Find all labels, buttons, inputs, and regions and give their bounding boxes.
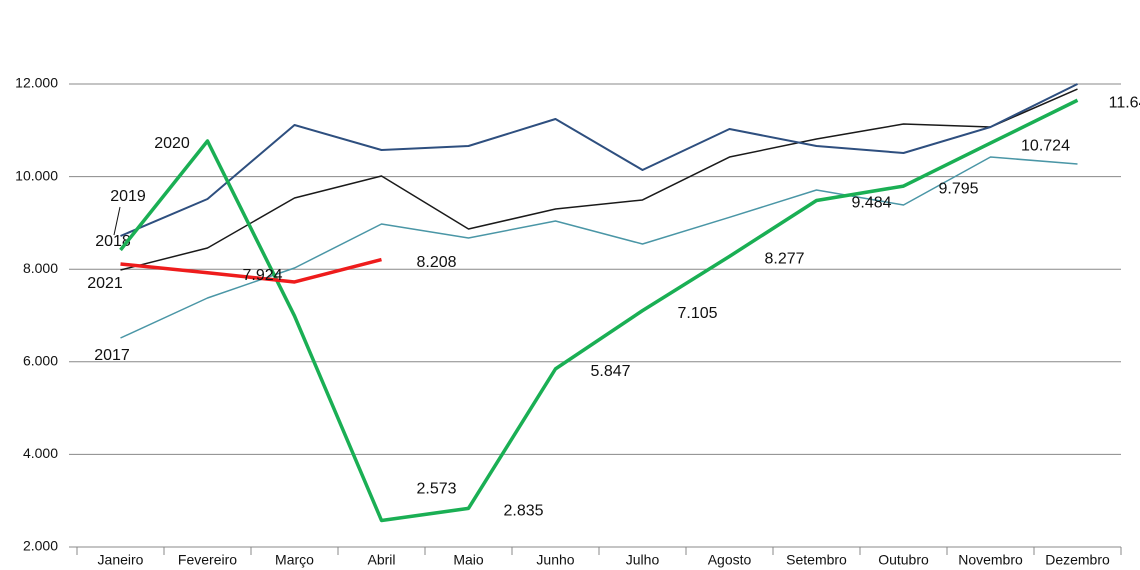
- value-label: 8.208: [416, 254, 456, 271]
- x-tick-label: Outubro: [878, 552, 929, 568]
- x-tick-label: Junho: [536, 552, 574, 568]
- y-tick-label: 10.000: [15, 167, 58, 183]
- x-tick-label: Janeiro: [98, 552, 144, 568]
- y-tick-label: 2.000: [23, 538, 58, 554]
- value-label: 2.573: [416, 481, 456, 498]
- series-line: [119, 98, 1079, 523]
- x-tick-label: Fevereiro: [178, 552, 237, 568]
- value-label: 7.105: [677, 305, 717, 322]
- series-label: 2021: [87, 275, 123, 292]
- series-line: [120, 88, 1078, 271]
- x-tick-label: Novembro: [958, 552, 1023, 568]
- leader-line: [113, 206, 121, 236]
- y-tick-label: 8.000: [23, 260, 58, 276]
- x-tick-label: Março: [275, 552, 314, 568]
- value-label: 2.835: [503, 503, 543, 520]
- x-tick-label: Abril: [367, 552, 395, 568]
- value-label: 9.795: [938, 180, 978, 197]
- x-tick-label: Julho: [626, 552, 660, 568]
- value-label: 8.277: [764, 251, 804, 268]
- value-label: 11.649: [1109, 94, 1140, 111]
- y-tick-label: 6.000: [23, 353, 58, 369]
- series-label: 2017: [94, 347, 130, 364]
- series-line: [120, 156, 1078, 339]
- series-line: [120, 83, 1078, 237]
- x-tick-label: Setembro: [786, 552, 847, 568]
- series-label: 2020: [154, 135, 190, 152]
- x-tick-label: Agosto: [708, 552, 752, 568]
- y-tick-label: 12.000: [15, 75, 58, 91]
- y-tick-label: 4.000: [23, 445, 58, 461]
- value-label: 5.847: [590, 363, 630, 380]
- x-tick-label: Dezembro: [1045, 552, 1110, 568]
- x-tick-label: Maio: [453, 552, 484, 568]
- series-line: [120, 257, 382, 284]
- value-label: 9.484: [851, 195, 891, 212]
- value-label: 7.924: [242, 267, 282, 284]
- value-label: 10.724: [1021, 137, 1070, 154]
- series-label: 2019: [110, 188, 146, 205]
